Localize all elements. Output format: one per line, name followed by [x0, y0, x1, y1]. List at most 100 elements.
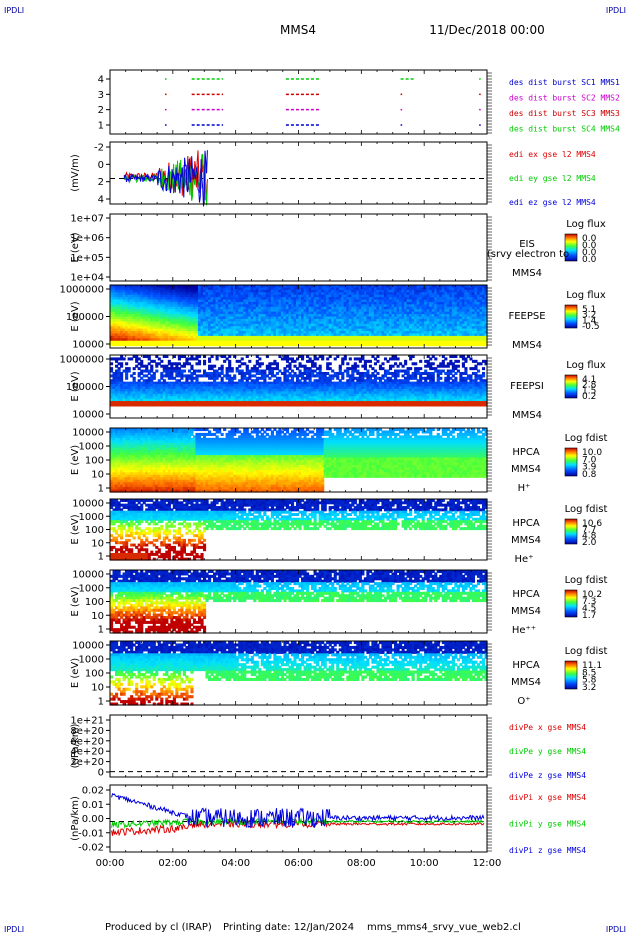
spectrogram-cell: [205, 338, 209, 342]
spectrogram-cell: [167, 285, 171, 289]
spectrogram-cell: [333, 335, 337, 339]
spectrogram-cell: [333, 304, 337, 308]
spectrogram-cell: [220, 328, 224, 332]
spectrogram-cell: [295, 285, 300, 289]
spectrogram-cell: [263, 318, 267, 322]
spectrogram-cell: [225, 343, 229, 347]
spectrogram-cell: [290, 289, 295, 293]
spectrogram-cell: [306, 306, 310, 310]
spectrogram-cell: [160, 289, 164, 293]
spectrogram-cell: [280, 326, 285, 330]
spectrogram-cell: [288, 309, 292, 313]
spectrogram-cell: [197, 335, 202, 339]
spectrogram-cell: [202, 333, 207, 337]
spectrogram-cell: [225, 287, 229, 291]
spectrogram-cell: [137, 306, 141, 310]
spectrogram-cell: [313, 287, 317, 291]
spectrogram-cell: [223, 309, 227, 313]
spectrogram-cell: [195, 323, 199, 327]
spectrogram-cell: [208, 299, 212, 303]
spectrogram-cell: [160, 287, 164, 291]
spectrogram-cell: [290, 333, 295, 337]
spectrogram-cell: [132, 289, 136, 293]
spectrogram-cell: [248, 343, 252, 347]
spectrogram-cell: [150, 335, 154, 339]
spectrogram-cell: [218, 343, 222, 347]
spectrogram-cell: [316, 316, 320, 320]
spectrogram-cell: [293, 340, 297, 344]
spectrogram-cell: [125, 328, 129, 332]
spectrogram-cell: [170, 306, 174, 310]
spectrogram-cell: [182, 369, 186, 373]
spectrogram-cell: [117, 292, 121, 296]
spectrogram-cell: [293, 304, 297, 308]
spectrogram-cell: [200, 304, 204, 308]
spectrogram-cell: [165, 321, 169, 325]
spectrogram-cell: [210, 299, 214, 303]
spectrogram-cell: [313, 285, 317, 289]
spectrogram-cell: [298, 338, 302, 342]
spectrogram-cell: [205, 326, 209, 330]
spectrogram-cell: [280, 289, 285, 293]
spectrogram-cell: [197, 343, 202, 347]
spectrogram-cell: [245, 331, 249, 335]
spectrogram-cell: [157, 301, 161, 305]
spectrogram-cell: [170, 299, 174, 303]
spectrogram-cell: [137, 294, 141, 298]
spectrogram-cell: [197, 340, 202, 344]
spectrogram-cell: [263, 301, 267, 305]
spectrogram-cell: [175, 318, 179, 322]
spectrogram-cell: [333, 301, 337, 305]
spectrogram-cell: [195, 318, 199, 322]
spectrogram-cell: [238, 289, 242, 293]
spectrogram-cell: [336, 338, 340, 342]
spectrogram-cell: [298, 323, 302, 327]
spectrogram-cell: [122, 316, 126, 320]
spectrogram-cell: [313, 309, 317, 313]
spectrogram-cell: [230, 309, 234, 313]
spectrogram-cell: [265, 306, 269, 310]
spectrogram-cell: [202, 321, 207, 325]
spectrogram-cell: [150, 331, 154, 335]
spectrogram-cell: [303, 299, 307, 303]
spectrogram-cell: [268, 331, 272, 335]
spectrogram-cell: [316, 304, 320, 308]
spectrogram-cell: [170, 311, 174, 315]
spectrogram-cell: [298, 294, 302, 298]
spectrogram-cell: [333, 343, 337, 347]
spectrogram-cell: [328, 299, 332, 303]
spectrogram-cell: [341, 292, 345, 296]
spectrogram-cell: [157, 289, 161, 293]
spectrogram-cell: [233, 292, 237, 296]
spectrogram-cell: [298, 316, 302, 320]
spectrogram-cell: [140, 321, 144, 325]
spectrogram-cell: [290, 331, 295, 335]
spectrogram-cell: [328, 294, 332, 298]
spectrogram-cell: [323, 343, 327, 347]
spectrogram-cell: [258, 340, 262, 344]
spectrogram-cell: [263, 328, 267, 332]
spectrogram-cell: [265, 301, 269, 305]
spectrogram-cell: [280, 314, 285, 318]
spectrogram-cell: [180, 311, 184, 315]
spectrogram-cell: [132, 333, 136, 337]
spectrogram-cell: [331, 333, 335, 337]
spectrogram-cell: [346, 304, 350, 308]
spectrogram-cell: [215, 285, 219, 289]
spectrogram-cell: [280, 306, 285, 310]
spectrogram-cell: [202, 318, 207, 322]
spectrogram-cell: [295, 323, 300, 327]
spectrogram-cell: [145, 311, 149, 315]
spectrogram-cell: [162, 304, 166, 308]
spectrogram-cell: [225, 328, 229, 332]
spectrogram-cell: [220, 292, 224, 296]
spectrogram-cell: [288, 289, 292, 293]
spectrogram-cell: [112, 304, 116, 308]
spectrogram-cell: [140, 340, 144, 344]
spectrogram-cell: [135, 331, 139, 335]
spectrogram-cell: [233, 306, 237, 310]
spectrogram-cell: [306, 304, 310, 308]
spectrogram-cell: [265, 328, 269, 332]
spectrogram-cell: [250, 323, 254, 327]
spectrogram-cell: [130, 318, 134, 322]
